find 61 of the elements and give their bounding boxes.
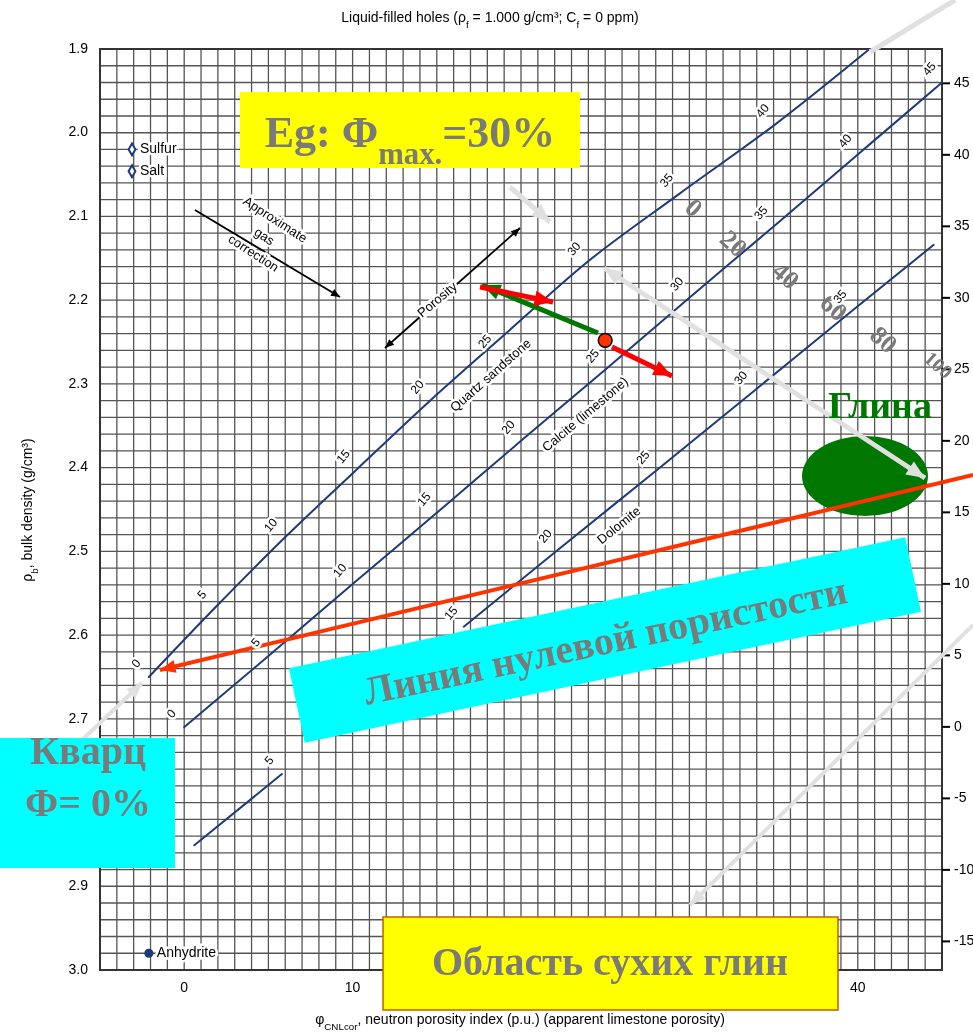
y2-tick-label: 25 (954, 360, 970, 377)
x-axis-title: φ$_{CNLcor}$, neutron porosity index (p.u.) (apparent limestone porosity) (315, 1011, 725, 1032)
annotation: 0 (679, 192, 709, 223)
annotation: Кварц Φ= 0% (25, 728, 151, 825)
annotation: 40 (766, 256, 806, 296)
annotation: 30 (667, 274, 687, 294)
annotation: 35 (657, 170, 677, 190)
y2-tick-label: 5 (954, 646, 962, 663)
y-tick-label: 2.6 (68, 625, 89, 642)
y-tick-label: 2.1 (68, 207, 89, 224)
y2-tick-label: 10 (954, 574, 970, 591)
annotation: 30 (564, 239, 584, 259)
y2-tick-label: 15 (954, 503, 970, 520)
y2-tick-label: 30 (954, 288, 970, 305)
annotation: Eg: Φ$_{max.}$=30% (264, 108, 556, 171)
y-tick-label: 2.4 (68, 458, 89, 475)
annotation: 10 (261, 515, 281, 535)
y2-tick-label: 20 (954, 431, 970, 448)
annotation: 15 (414, 489, 435, 509)
y-tick-label: 2.7 (68, 709, 89, 726)
annotation: 30 (731, 368, 751, 388)
annotation: 25 (582, 346, 603, 366)
annotation: 45 (919, 59, 940, 79)
annotation: Область сухих глин (431, 939, 789, 984)
x-tick-label: 0 (180, 979, 189, 995)
y-tick-label: 2.5 (68, 542, 89, 559)
annotation: 20 (535, 526, 556, 546)
annotation: 20 (498, 417, 519, 437)
annotation: 25 (633, 447, 653, 468)
point (597, 332, 613, 349)
x-tick-label: 40 (850, 979, 866, 995)
annotation: 0 (128, 656, 144, 671)
annotation: 10 (330, 560, 350, 581)
annotation: 20 (714, 224, 754, 264)
chart-title: Liquid-filled holes (ρ$_{f}$ = 1.000 g/cm³; C$_{f}$ = 0 ppm) (341, 9, 639, 30)
annotation: 20 (407, 377, 428, 397)
point (144, 948, 154, 958)
annotation: 80 (864, 320, 904, 360)
y-tick-label: 1.9 (68, 39, 89, 56)
annotation: 5 (261, 753, 277, 768)
y2-tick-label: 40 (954, 145, 970, 162)
annotation: 35 (751, 203, 771, 223)
annotation: 0 (164, 706, 180, 721)
annotation: 5 (194, 587, 210, 602)
y2-tick-label: 0 (954, 717, 962, 734)
y2-tick-label: 35 (954, 217, 970, 234)
y-tick-label: 2.2 (68, 290, 89, 307)
y2-tick-label: -10 (954, 860, 973, 877)
annotation: 40 (752, 100, 773, 121)
annotation: 15 (441, 603, 461, 623)
annotation: 15 (333, 446, 354, 467)
y2-tick-label: 45 (954, 74, 970, 91)
y2-tick-label: -5 (954, 789, 967, 806)
annotation: 5 (248, 635, 264, 650)
y-tick-label: 2.9 (68, 876, 89, 893)
y2-tick-label: -15 (954, 932, 973, 949)
y-tick-label: 2.0 (68, 123, 89, 140)
annotation: 40 (835, 131, 856, 151)
x-tick-label: 10 (344, 979, 361, 995)
y-tick-label: 3.0 (68, 960, 89, 977)
y-tick-label: 2.3 (68, 374, 89, 391)
